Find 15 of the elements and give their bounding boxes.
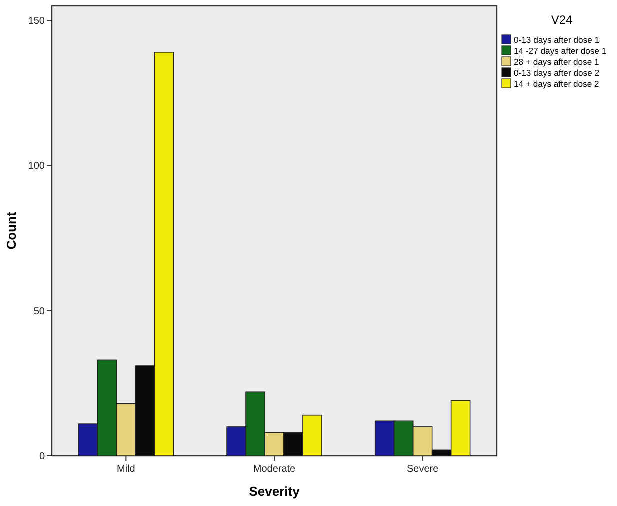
x-axis-title: Severity: [249, 484, 301, 499]
legend-label: 14 + days after dose 2: [514, 79, 600, 89]
y-axis-title: Count: [4, 212, 19, 250]
y-tick-label: 50: [34, 306, 46, 318]
y-tick-label: 150: [28, 16, 46, 28]
legend-label: 14 -27 days after dose 1: [514, 46, 607, 56]
x-tick-label: Moderate: [253, 464, 296, 475]
x-tick-label: Severe: [406, 464, 440, 475]
legend-title: V24: [551, 13, 573, 27]
x-tick-label: Mild: [116, 464, 136, 475]
legend-label: 0-13 days after dose 2: [514, 68, 600, 78]
y-tick-label: 100: [28, 161, 46, 172]
y-tick-label: 0: [39, 452, 46, 462]
legend-label: 28 + days after dose 1: [514, 57, 600, 67]
legend-label: 0-13 days after dose 1: [514, 35, 600, 45]
